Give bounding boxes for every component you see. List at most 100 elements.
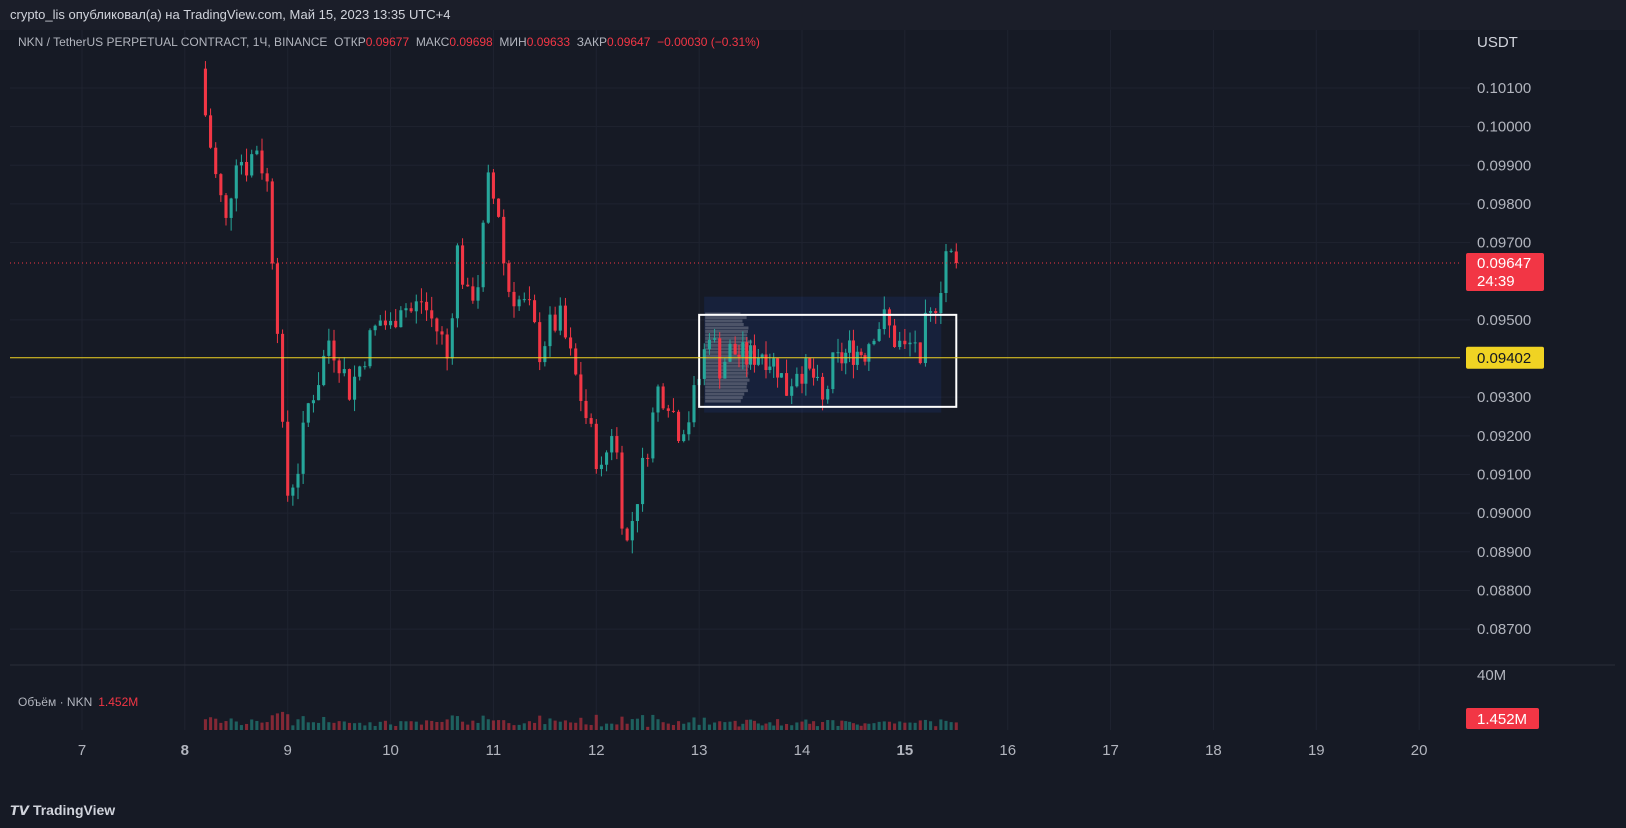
volume-bar bbox=[301, 716, 305, 730]
candle bbox=[378, 314, 382, 326]
candle-body bbox=[445, 334, 449, 359]
profile-bar bbox=[705, 368, 749, 372]
candle-body bbox=[908, 342, 912, 345]
candle-body bbox=[692, 385, 696, 423]
candle bbox=[270, 178, 274, 270]
volume-bar bbox=[306, 722, 310, 730]
candle-body bbox=[296, 473, 300, 488]
volume-bars bbox=[203, 711, 958, 730]
candle-body bbox=[749, 345, 753, 365]
candle bbox=[533, 294, 537, 324]
candle bbox=[219, 173, 223, 202]
volume-bar bbox=[848, 721, 852, 730]
candle bbox=[358, 365, 362, 381]
volume-bar bbox=[497, 720, 501, 730]
candle bbox=[368, 328, 372, 369]
volume-bar bbox=[718, 721, 722, 730]
hline-price-tag bbox=[1466, 346, 1544, 369]
candle-body bbox=[229, 198, 233, 218]
price-tick-label: 0.09900 bbox=[1477, 157, 1531, 174]
candle bbox=[779, 372, 783, 378]
candle bbox=[887, 307, 891, 338]
candle-body bbox=[702, 349, 706, 379]
volume-bar bbox=[745, 719, 749, 730]
volume-bar bbox=[234, 721, 238, 730]
hline-price-tag-value: 0.09402 bbox=[1477, 350, 1531, 367]
volume-tick-label: 40M bbox=[1477, 667, 1506, 684]
volume-bar bbox=[908, 722, 912, 730]
candle-body bbox=[569, 337, 573, 349]
candle bbox=[569, 327, 573, 356]
candle bbox=[872, 338, 876, 346]
volume-bar bbox=[239, 725, 243, 730]
candle bbox=[281, 329, 285, 428]
candle-body bbox=[358, 366, 362, 377]
candle-body bbox=[836, 352, 840, 354]
volume-bar bbox=[605, 723, 609, 730]
price-chart[interactable]: USDT 0.10100 0.10000 0.09900 0.09800 0.09700 0… bbox=[10, 30, 1615, 790]
candle-body bbox=[342, 369, 346, 374]
profile-bar bbox=[705, 336, 748, 340]
candle-body bbox=[898, 340, 902, 347]
candle-body bbox=[548, 314, 552, 347]
volume-bar bbox=[296, 719, 300, 730]
candle-body bbox=[605, 452, 609, 465]
price-tick-label: 0.09500 bbox=[1477, 312, 1531, 329]
volume-bar bbox=[923, 719, 927, 730]
candle-body bbox=[353, 376, 357, 400]
time-tick-label: 13 bbox=[691, 742, 708, 759]
candle bbox=[579, 361, 583, 412]
candle-body bbox=[790, 386, 794, 396]
candle bbox=[908, 332, 912, 357]
chart-area[interactable]: USDT 0.10100 0.10000 0.09900 0.09800 0.09700 0… bbox=[10, 30, 1615, 790]
range-box bbox=[698, 313, 958, 408]
volume-bar bbox=[844, 721, 848, 730]
volume-bar bbox=[435, 722, 439, 730]
volume-bar bbox=[772, 725, 776, 730]
volume-bar bbox=[682, 723, 686, 730]
volume-bar bbox=[707, 724, 711, 730]
candle-body bbox=[718, 338, 722, 379]
volume-bar bbox=[425, 720, 429, 730]
candle-body bbox=[250, 154, 254, 176]
volume-bar bbox=[913, 722, 917, 730]
volume-bar bbox=[332, 722, 336, 730]
candle-body bbox=[944, 251, 948, 293]
volume-bar bbox=[859, 725, 863, 730]
candle bbox=[209, 108, 213, 149]
candle-body bbox=[934, 311, 938, 314]
candle-body bbox=[533, 300, 537, 323]
candle bbox=[671, 398, 675, 413]
time-tick-label: 17 bbox=[1102, 742, 1119, 759]
candle-body bbox=[471, 286, 475, 301]
candle bbox=[745, 336, 749, 377]
candle bbox=[785, 359, 789, 396]
volume-bar bbox=[286, 714, 290, 730]
candle-body bbox=[877, 329, 881, 341]
candle-body bbox=[954, 251, 958, 264]
candle-body bbox=[918, 342, 922, 364]
candle-body bbox=[594, 423, 598, 470]
profile-bar bbox=[705, 385, 747, 389]
volume-bar bbox=[733, 720, 737, 730]
candle-body bbox=[497, 198, 501, 217]
candle bbox=[594, 419, 598, 474]
volume-bar bbox=[795, 722, 799, 730]
candle-body bbox=[855, 351, 859, 365]
candle bbox=[419, 288, 423, 314]
candle-body bbox=[687, 422, 691, 435]
low-label: МИН bbox=[499, 35, 527, 49]
candle-body bbox=[772, 358, 776, 367]
candle-body bbox=[677, 411, 681, 442]
candle-body bbox=[214, 147, 218, 175]
tradingview-logo[interactable]: 𝙏𝙑 TradingView bbox=[10, 802, 115, 819]
candle-body bbox=[815, 376, 819, 378]
candle bbox=[764, 341, 768, 379]
candle bbox=[399, 306, 403, 328]
candle bbox=[903, 328, 907, 350]
volume-legend: Объём · NKN 1.452M bbox=[18, 695, 138, 709]
volume-bar bbox=[250, 719, 254, 730]
candle-body bbox=[939, 292, 943, 314]
volume-bar bbox=[533, 722, 537, 730]
candle-body bbox=[848, 340, 852, 353]
